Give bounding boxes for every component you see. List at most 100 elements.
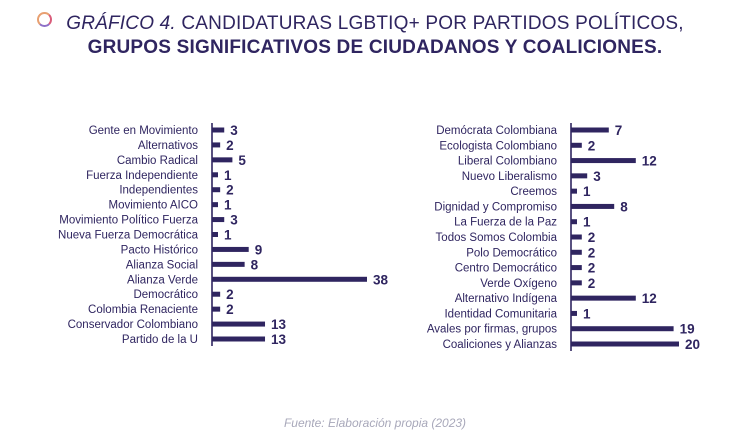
bar	[212, 172, 218, 178]
category-label: Polo Democrático	[466, 247, 557, 259]
bar	[571, 249, 582, 255]
value-label: 2	[588, 276, 596, 291]
chart-title: GRÁFICO 4. CANDIDATURAS LGBTIQ+ POR PART…	[0, 12, 750, 60]
value-label: 13	[271, 332, 287, 347]
bar	[212, 217, 225, 223]
value-label: 2	[588, 261, 596, 276]
value-label: 19	[680, 322, 695, 337]
bar	[571, 341, 679, 347]
category-label: La Fuerza de la Paz	[454, 217, 557, 229]
bar	[571, 310, 577, 316]
bar	[212, 127, 225, 133]
bar	[212, 306, 221, 312]
bar	[212, 246, 249, 252]
bar	[571, 173, 588, 179]
category-label: Movimiento AICO	[109, 200, 199, 212]
bar	[212, 157, 233, 163]
logo-ring-icon	[37, 12, 52, 27]
bar	[212, 261, 245, 267]
bar	[571, 219, 577, 225]
value-label: 2	[588, 245, 596, 260]
bar	[571, 326, 674, 332]
value-label: 2	[226, 138, 234, 153]
value-label: 12	[642, 291, 657, 306]
value-label: 7	[615, 123, 623, 138]
value-label: 1	[224, 228, 232, 243]
value-label: 1	[224, 168, 232, 183]
category-label: Todos Somos Colombia	[436, 232, 558, 244]
bar	[212, 336, 266, 342]
value-label: 9	[255, 242, 263, 257]
bar	[571, 295, 636, 301]
source-note: Fuente: Elaboración propia (2023)	[283, 416, 467, 430]
bar	[212, 187, 221, 193]
value-label: 3	[230, 123, 238, 138]
value-label: 2	[226, 302, 234, 317]
category-label: Demócrata Colombiana	[436, 125, 557, 137]
value-label: 8	[620, 199, 628, 214]
value-label: 5	[238, 153, 246, 168]
category-label: Independientes	[119, 185, 198, 197]
category-label: Partido de la U	[122, 334, 198, 346]
category-label: Alternativo Indígena	[455, 293, 558, 305]
bar	[571, 203, 615, 209]
value-label: 8	[251, 257, 259, 272]
value-label: 2	[226, 183, 234, 198]
category-label: Gente en Movimiento	[89, 125, 198, 137]
bar	[571, 142, 582, 148]
chart-panel-1: Gente en Movimiento 3 Alternativos 2 Cambio …	[58, 123, 389, 347]
bar	[571, 280, 582, 286]
category-label: Ecologista Colombiano	[439, 140, 557, 152]
category-label: Centro Democrático	[455, 263, 557, 275]
category-label: Liberal Colombiano	[458, 156, 557, 168]
category-label: Democrático	[133, 289, 198, 301]
value-label: 3	[593, 169, 601, 184]
bar	[571, 188, 577, 194]
bar	[212, 276, 367, 282]
value-label: 38	[373, 272, 389, 287]
bar	[212, 232, 218, 237]
category-label: Colombia Renaciente	[88, 304, 198, 316]
category-label: Nueva Fuerza Democrática	[58, 230, 199, 242]
value-label: 3	[230, 213, 238, 228]
bar	[571, 158, 636, 164]
category-label: Nuevo Liberalismo	[462, 171, 557, 183]
category-label: Identidad Comunitaria	[444, 308, 557, 320]
category-label: Conservador Colombiano	[68, 319, 198, 331]
category-label: Coaliciones y Alianzas	[443, 339, 558, 351]
category-label: Dignidad y Compromiso	[434, 201, 557, 213]
value-label: 1	[583, 184, 591, 199]
value-label: 13	[271, 317, 287, 332]
title-line-2: GRUPOS SIGNIFICATIVOS DE CIUDADANOS Y CO…	[87, 37, 663, 58]
value-label: 1	[583, 215, 591, 230]
chart-panel-2: Demócrata Colombiana 7 Ecologista Colombia…	[427, 123, 700, 352]
value-label: 1	[224, 198, 232, 213]
category-label: Creemos	[510, 186, 557, 198]
title-rest: CANDIDATURAS LGBTIQ+ POR PARTIDOS POLÍTI…	[181, 13, 684, 34]
category-label: Alianza Social	[126, 259, 198, 271]
value-label: 2	[588, 230, 596, 245]
category-label: Verde Oxígeno	[480, 278, 557, 290]
value-label: 2	[226, 287, 234, 302]
bar	[571, 127, 609, 133]
value-label: 20	[685, 337, 700, 352]
bar	[571, 265, 582, 271]
category-label: Alianza Verde	[127, 274, 198, 286]
bar	[212, 321, 266, 327]
category-label: Pacto Histórico	[121, 244, 198, 256]
value-label: 12	[642, 154, 657, 169]
bar	[571, 234, 582, 240]
bar	[212, 291, 221, 297]
category-label: Avales por firmas, grupos	[427, 324, 557, 336]
category-label: Movimiento Político Fuerza	[59, 215, 198, 227]
bar	[212, 202, 218, 208]
bar	[212, 142, 221, 148]
title-line-1: GRÁFICO 4. CANDIDATURAS LGBTIQ+ POR PART…	[0, 12, 750, 36]
value-label: 1	[583, 306, 591, 321]
value-label: 2	[588, 138, 596, 153]
category-label: Fuerza Independiente	[86, 170, 198, 182]
category-label: Alternativos	[138, 140, 198, 152]
title-lead: GRÁFICO 4.	[66, 13, 176, 34]
category-label: Cambio Radical	[117, 155, 198, 167]
